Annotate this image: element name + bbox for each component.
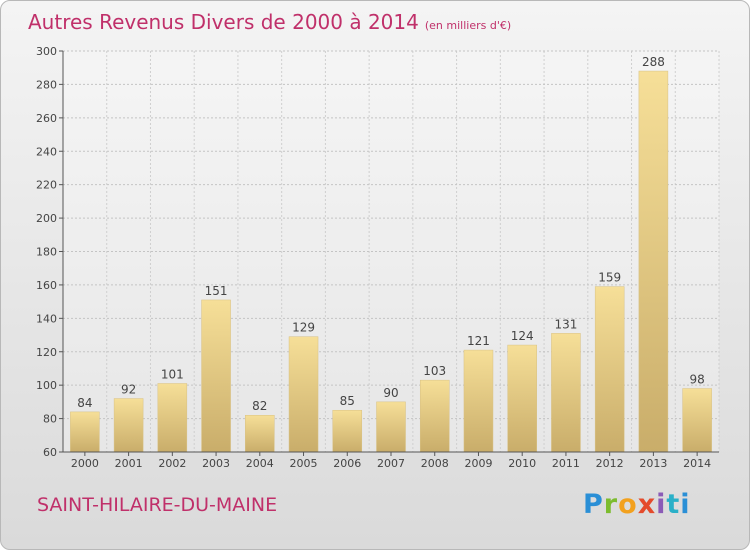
data-label: 151 — [205, 284, 228, 298]
y-tick-label: 300 — [36, 45, 57, 58]
y-tick-label: 160 — [36, 279, 57, 292]
x-tick-label: 2012 — [596, 457, 624, 470]
logo-letter: i — [656, 489, 667, 520]
data-label: 124 — [511, 329, 534, 343]
bar — [376, 401, 406, 453]
x-tick-label: 2009 — [464, 457, 492, 470]
data-label: 98 — [689, 373, 704, 387]
x-tick-label: 2006 — [333, 457, 361, 470]
data-label: 101 — [161, 367, 184, 381]
logo-letter: x — [637, 489, 657, 520]
y-tick-label: 120 — [36, 346, 57, 359]
data-label: 129 — [292, 321, 315, 335]
y-tick-label: 240 — [36, 145, 57, 158]
bar — [201, 299, 231, 453]
bar — [157, 383, 188, 453]
data-label: 103 — [423, 364, 446, 378]
x-tick-label: 2004 — [246, 457, 274, 470]
bar — [594, 286, 625, 453]
y-tick-label: 100 — [36, 379, 57, 392]
x-tick-label: 2013 — [639, 457, 667, 470]
y-tick-label: 180 — [36, 246, 57, 259]
data-label: 121 — [467, 334, 490, 348]
chart-subtitle: (en milliers d'€) — [424, 19, 512, 32]
bar — [245, 414, 275, 453]
proxiti-logo[interactable]: Proxiti — [583, 489, 691, 520]
x-tick-label: 2007 — [377, 457, 405, 470]
logo-letter: P — [583, 489, 604, 520]
x-tick-label: 2001 — [115, 457, 143, 470]
bar — [288, 336, 319, 453]
logo-letter: t — [666, 489, 681, 520]
data-label: 288 — [642, 55, 665, 69]
bar — [551, 333, 581, 453]
bar — [419, 379, 450, 453]
x-tick-label: 2002 — [158, 457, 186, 470]
x-tick-label: 2005 — [290, 457, 318, 470]
y-tick-label: 280 — [36, 78, 57, 91]
bar — [463, 349, 494, 453]
x-tick-label: 2011 — [552, 457, 580, 470]
bar — [332, 409, 363, 453]
logo-letter: r — [603, 489, 619, 520]
bar — [113, 398, 144, 453]
bar — [682, 388, 712, 453]
x-tick-label: 2010 — [508, 457, 536, 470]
y-tick-label: 80 — [43, 413, 57, 426]
y-tick-label: 220 — [36, 179, 57, 192]
data-label: 85 — [340, 394, 355, 408]
y-tick-label: 60 — [43, 446, 57, 459]
logo-letter: o — [618, 489, 638, 520]
data-label: 90 — [383, 386, 398, 400]
bar — [638, 70, 669, 453]
x-tick-label: 2003 — [202, 457, 230, 470]
data-label: 84 — [77, 396, 92, 410]
y-tick-label: 260 — [36, 112, 57, 125]
data-label: 92 — [121, 383, 136, 397]
bar — [507, 344, 537, 453]
chart-title-text: Autres Revenus Divers de 2000 à 2014 — [28, 10, 419, 34]
data-label: 131 — [554, 317, 577, 331]
bar — [70, 411, 100, 453]
x-tick-label: 2008 — [421, 457, 449, 470]
commune-name: SAINT-HILAIRE-DU-MAINE — [37, 494, 278, 516]
data-label: 159 — [598, 271, 621, 285]
logo-letter: i — [680, 489, 691, 520]
data-label: 82 — [252, 399, 267, 413]
x-tick-label: 2000 — [71, 457, 99, 470]
y-tick-label: 200 — [36, 212, 57, 225]
y-tick-label: 140 — [36, 312, 57, 325]
x-tick-label: 2014 — [683, 457, 711, 470]
chart-title: Autres Revenus Divers de 2000 à 2014 (en … — [28, 10, 511, 34]
